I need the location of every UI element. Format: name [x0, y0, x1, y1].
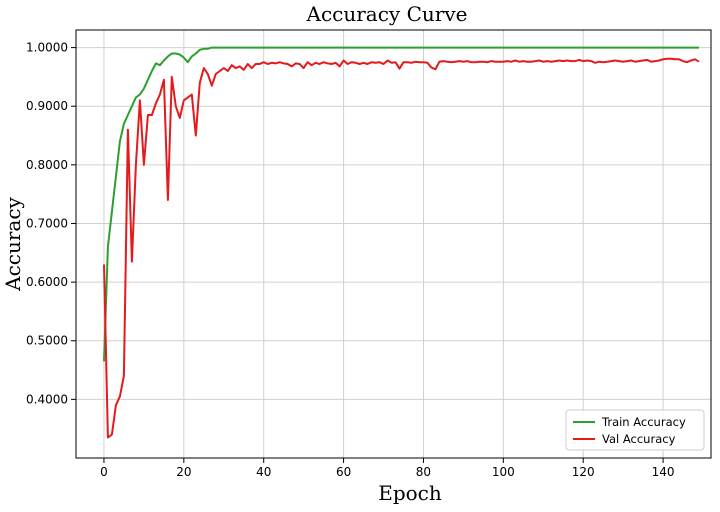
x-tick-label: 40 — [256, 465, 271, 479]
x-tick-label: 20 — [176, 465, 191, 479]
plot-area — [75, 29, 712, 459]
grid — [76, 30, 711, 458]
y-tick-label: 0.7000 — [26, 216, 68, 230]
axis-ticks: 0 20 40 60 80 100 120 140 0.4000 0.5000 0.6000 0.70… — [26, 41, 675, 479]
val-accuracy-line — [103, 57, 700, 439]
legend-label: Train Accuracy — [601, 415, 686, 429]
y-tick-label: 0.8000 — [26, 158, 68, 172]
x-tick-label: 120 — [572, 465, 595, 479]
x-tick-label: 60 — [336, 465, 351, 479]
y-tick-label: 0.5000 — [26, 334, 68, 348]
x-tick-label: 100 — [492, 465, 515, 479]
x-tick-label: 80 — [416, 465, 431, 479]
x-tick-label: 140 — [652, 465, 675, 479]
legend: Train Accuracy Val Accuracy — [565, 409, 705, 451]
y-tick-label: 1.0000 — [26, 41, 68, 55]
train-accuracy-line — [103, 46, 699, 362]
y-tick-label: 0.6000 — [26, 275, 68, 289]
series-lines — [103, 46, 700, 439]
legend-box — [565, 409, 705, 451]
legend-label: Val Accuracy — [602, 432, 676, 446]
x-tick-label: 0 — [100, 465, 108, 479]
chart-title: Accuracy Curve — [306, 2, 468, 26]
x-axis-label: Epoch — [378, 481, 442, 505]
y-axis-label: Accuracy — [1, 196, 25, 291]
y-tick-label: 0.4000 — [26, 392, 68, 406]
y-tick-label: 0.9000 — [26, 99, 68, 113]
